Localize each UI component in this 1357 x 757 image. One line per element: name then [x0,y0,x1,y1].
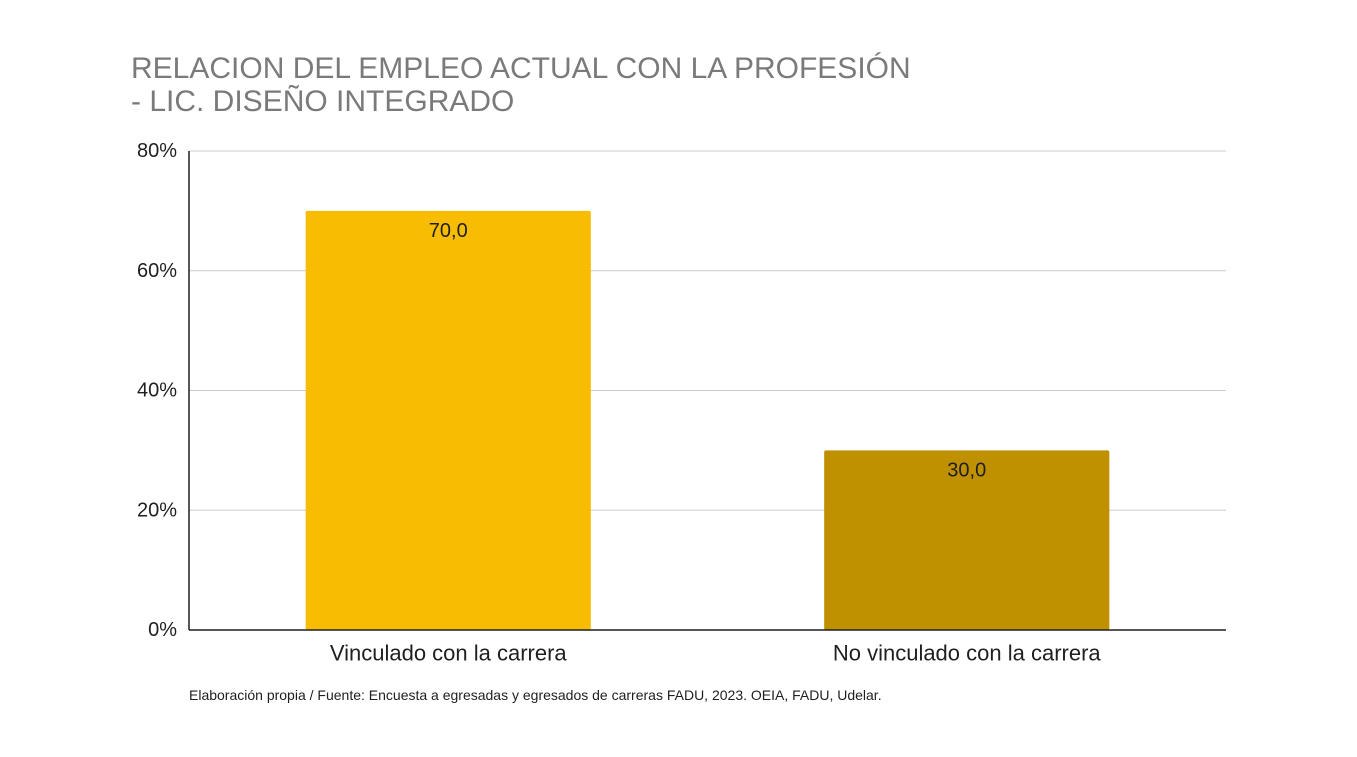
y-tick-label: 40% [137,380,177,402]
y-tick-label: 20% [137,499,177,521]
bar-value-label: 30,0 [947,459,986,481]
y-tick-label: 60% [137,260,177,282]
chart-title: RELACION DEL EMPLEO ACTUAL CON LA PROFES… [131,52,911,118]
y-tick-label: 0% [148,619,177,641]
bar [305,210,591,630]
bar [824,450,1110,630]
chart-title-line-2: - LIC. DISEÑO INTEGRADO [131,85,515,118]
chart-title-line-1: RELACION DEL EMPLEO ACTUAL CON LA PROFES… [131,52,911,85]
source-note: Elaboración propia / Fuente: Encuesta a … [189,687,882,703]
bar-value-label: 70,0 [429,220,468,242]
x-tick-label: Vinculado con la carrera [330,641,568,666]
y-tick-label: 80% [137,140,177,162]
x-tick-label: No vinculado con la carrera [833,641,1102,666]
